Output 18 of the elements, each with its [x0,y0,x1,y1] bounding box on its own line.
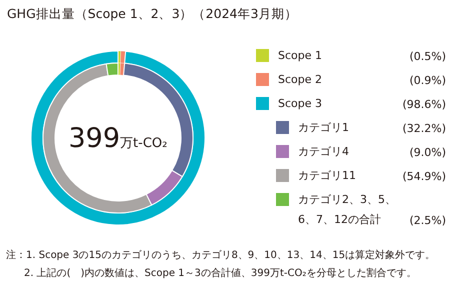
text: (0.9%) [409,74,446,87]
legend-label: カテゴリ11 [298,168,357,184]
text: 2. 上記の( )内の数値は、Scope 1～3の合計値、399万t-CO₂を分母とした割合です。 [24,266,416,280]
legend-label: カテゴリ4 [298,144,350,160]
legend-label: Scope 2 [278,72,324,88]
text: (54.9%) [402,170,446,183]
text: (0.5%) [409,50,446,63]
text: 注：1. Scope 3の15のカテゴリのうち、カテゴリ8、9、10、13、14、15は算定対象外です。 [6,248,436,262]
legend-label: Scope 1 [278,48,324,64]
legend-label: カテゴリ2、3、5、6、7、12の合計 [298,192,397,228]
text: (32.2%) [402,122,446,135]
chart-title: GHG排出量（Scope 1、2、3）（2024年3月期） [7,6,298,23]
legend-label: Scope 3 [278,96,324,112]
text: (2.5%) [409,214,446,227]
text: 399万t-CO₂ [68,122,168,154]
legend-label: カテゴリ1 [298,120,350,136]
text: (9.0%) [409,146,446,159]
text: (98.6%) [402,98,446,111]
